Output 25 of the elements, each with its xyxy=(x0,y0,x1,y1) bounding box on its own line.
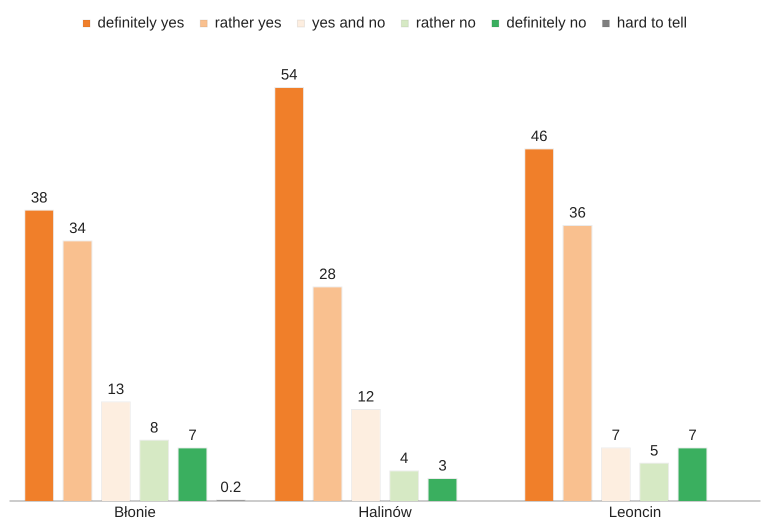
data-label: 36 xyxy=(569,204,586,222)
data-label: 12 xyxy=(357,388,374,406)
legend-label: rather no xyxy=(416,14,476,32)
x-tick-label: Halinów xyxy=(358,504,412,522)
data-label: 38 xyxy=(30,189,48,206)
x-tick-label: Leoncin xyxy=(608,504,662,522)
data-label: 7 xyxy=(688,426,697,444)
data-label: 0.2 xyxy=(220,479,242,496)
data-label: 46 xyxy=(530,128,548,145)
data-label: 3 xyxy=(438,458,447,475)
legend-label: definitely yes xyxy=(98,14,184,32)
data-label: 54 xyxy=(280,66,298,84)
legend-label: hard to tell xyxy=(616,14,687,32)
legend-label: yes and no xyxy=(312,14,386,32)
data-label: 7 xyxy=(612,426,620,444)
data-label: 4 xyxy=(400,450,408,467)
x-tick-label: Błonie xyxy=(114,504,156,522)
data-label: 34 xyxy=(69,220,86,237)
data-label: 8 xyxy=(150,419,158,436)
data-label: 28 xyxy=(319,266,336,283)
data-label: 7 xyxy=(188,426,197,444)
data-label: 5 xyxy=(650,442,658,460)
legend-label: rather yes xyxy=(214,14,282,32)
legend-label: definitely no xyxy=(506,14,586,32)
data-label: 13 xyxy=(107,380,124,398)
